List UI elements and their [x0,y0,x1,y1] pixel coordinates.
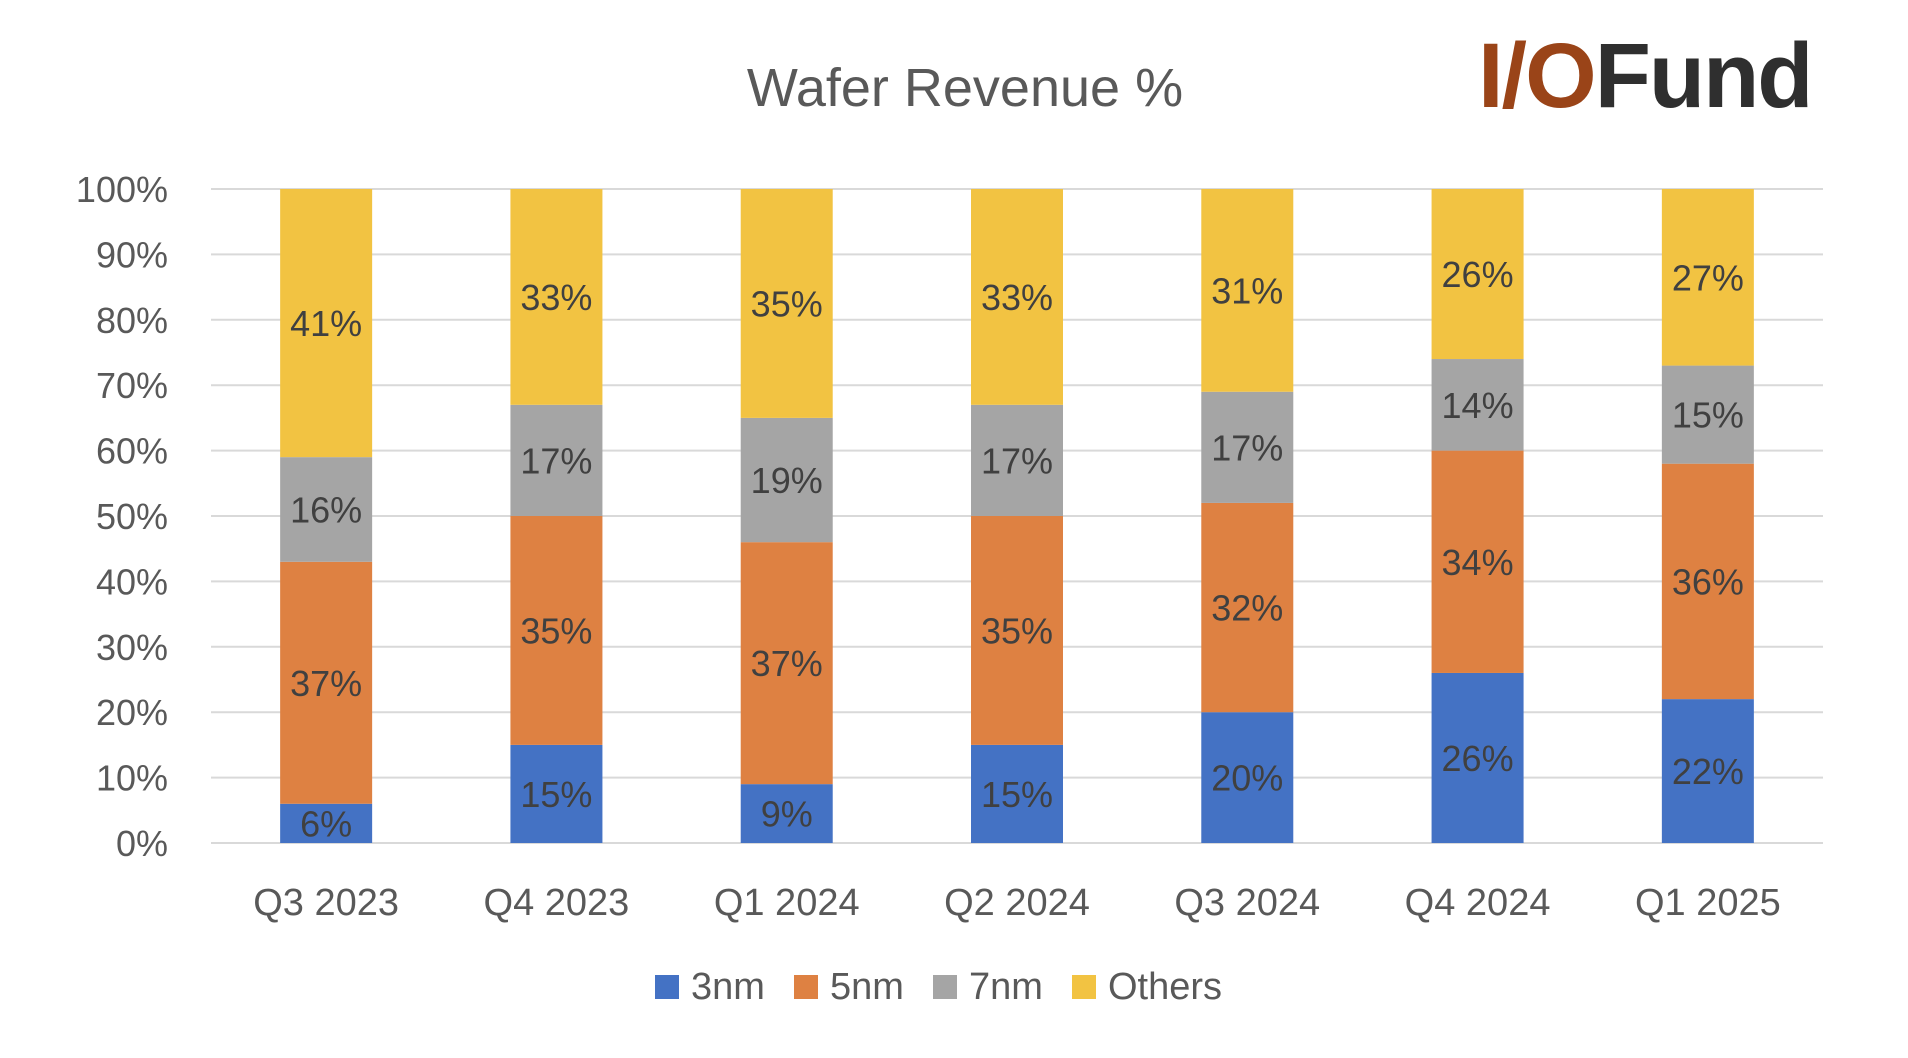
y-tick-label: 60% [96,431,168,472]
x-tick-label: Q4 2023 [484,882,630,924]
legend-swatch [1072,975,1096,999]
legend-label: 3nm [691,966,765,1008]
x-tick-label: Q2 2024 [944,882,1090,924]
data-label: 15% [1672,395,1744,436]
data-label: 20% [1211,758,1283,799]
y-tick-label: 90% [96,234,168,275]
bar-segment [971,516,1063,745]
data-label: 19% [751,460,823,501]
bar-segment [740,542,833,785]
x-tick-label: Q4 2024 [1405,882,1551,924]
data-label: 26% [1442,254,1514,295]
chart-title: Wafer Revenue % [747,58,1183,118]
io-fund-logo: I/OFund [1478,25,1813,127]
data-label: 35% [981,610,1053,651]
bar-segment [971,404,1063,516]
bar-segment [1661,463,1754,700]
data-label: 33% [520,277,592,318]
y-tick-label: 30% [96,627,168,668]
bar-segment [1201,502,1294,713]
data-label: 17% [981,440,1053,481]
data-label: 16% [290,489,362,530]
y-tick-label: 80% [96,300,168,341]
data-label: 17% [1211,427,1283,468]
bar-segment [1661,189,1754,366]
y-tick-label: 70% [96,365,168,406]
legend-label: 5nm [830,966,904,1008]
data-label: 26% [1442,738,1514,779]
x-tick-label: Q3 2023 [253,882,399,924]
bar-segment [510,744,603,843]
legend-swatch [794,975,818,999]
bar-segment [740,417,833,543]
data-label: 35% [751,283,823,324]
bar-segment [510,189,603,405]
data-label: 37% [290,663,362,704]
bar-segment [510,516,603,745]
data-label: 33% [981,277,1053,318]
data-label: 27% [1672,257,1744,298]
data-label: 22% [1672,751,1744,792]
data-label: 37% [751,643,823,684]
x-tick-label: Q3 2024 [1174,882,1320,924]
bar-segment [971,189,1063,405]
bar-segment [280,457,373,562]
bar-segment [1661,365,1754,464]
data-label: 31% [1211,270,1283,311]
bar-segment [1431,672,1524,843]
data-label: 36% [1672,561,1744,602]
data-label: 9% [761,794,813,835]
legend-label: Others [1108,966,1222,1008]
bar-segment [740,784,833,843]
x-tick-label: Q1 2025 [1635,882,1781,924]
data-label: 32% [1211,588,1283,629]
x-tick-label: Q1 2024 [714,882,860,924]
y-tick-label: 50% [96,496,168,537]
bar-segment [1661,699,1754,843]
bar-segment [510,404,603,516]
data-label: 15% [981,774,1053,815]
data-label: 6% [300,803,352,844]
data-label: 41% [290,303,362,344]
bar-segment [280,189,373,458]
data-label: 34% [1442,542,1514,583]
y-tick-label: 100% [76,169,168,210]
bar-segment [1431,189,1524,360]
y-tick-label: 10% [96,758,168,799]
y-tick-label: 0% [116,823,168,864]
y-tick-label: 40% [96,561,168,602]
legend-swatch [655,975,679,999]
data-label: 35% [520,610,592,651]
data-label: 14% [1442,385,1514,426]
bar-segment [1431,359,1524,451]
bar-segment [1201,189,1294,392]
bar-segment [740,189,833,418]
legend-swatch [933,975,957,999]
y-tick-label: 20% [96,692,168,733]
bar-segment [1201,391,1294,503]
bar-segment [280,561,373,804]
bar-segment [971,744,1063,843]
data-label: 15% [520,774,592,815]
bar-segment [1431,450,1524,673]
bar-segment [1201,712,1294,843]
bar-segment [280,803,373,843]
data-label: 17% [520,440,592,481]
legend-label: 7nm [969,966,1043,1008]
